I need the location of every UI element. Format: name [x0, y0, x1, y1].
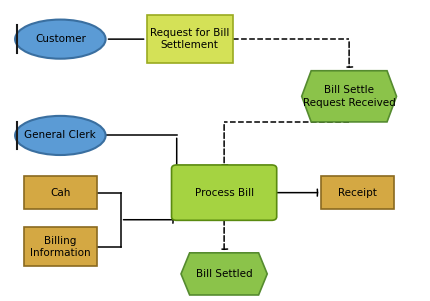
Polygon shape — [301, 71, 396, 122]
Ellipse shape — [15, 116, 105, 155]
Text: Customer: Customer — [35, 34, 86, 44]
Text: Process Bill: Process Bill — [194, 188, 253, 198]
FancyBboxPatch shape — [171, 165, 276, 220]
FancyBboxPatch shape — [146, 15, 232, 63]
Text: Billing
Information: Billing Information — [30, 236, 90, 258]
Polygon shape — [181, 253, 267, 295]
Text: Bill Settle
Request Received: Bill Settle Request Received — [302, 85, 395, 107]
Text: Request for Bill
Settlement: Request for Bill Settlement — [150, 28, 229, 50]
Text: Receipt: Receipt — [338, 188, 376, 198]
FancyBboxPatch shape — [320, 176, 393, 209]
Ellipse shape — [15, 20, 105, 59]
Text: Cah: Cah — [50, 188, 71, 198]
Text: Bill Settled: Bill Settled — [195, 269, 252, 279]
FancyBboxPatch shape — [24, 176, 97, 209]
Text: General Clerk: General Clerk — [25, 130, 96, 141]
FancyBboxPatch shape — [24, 227, 97, 266]
